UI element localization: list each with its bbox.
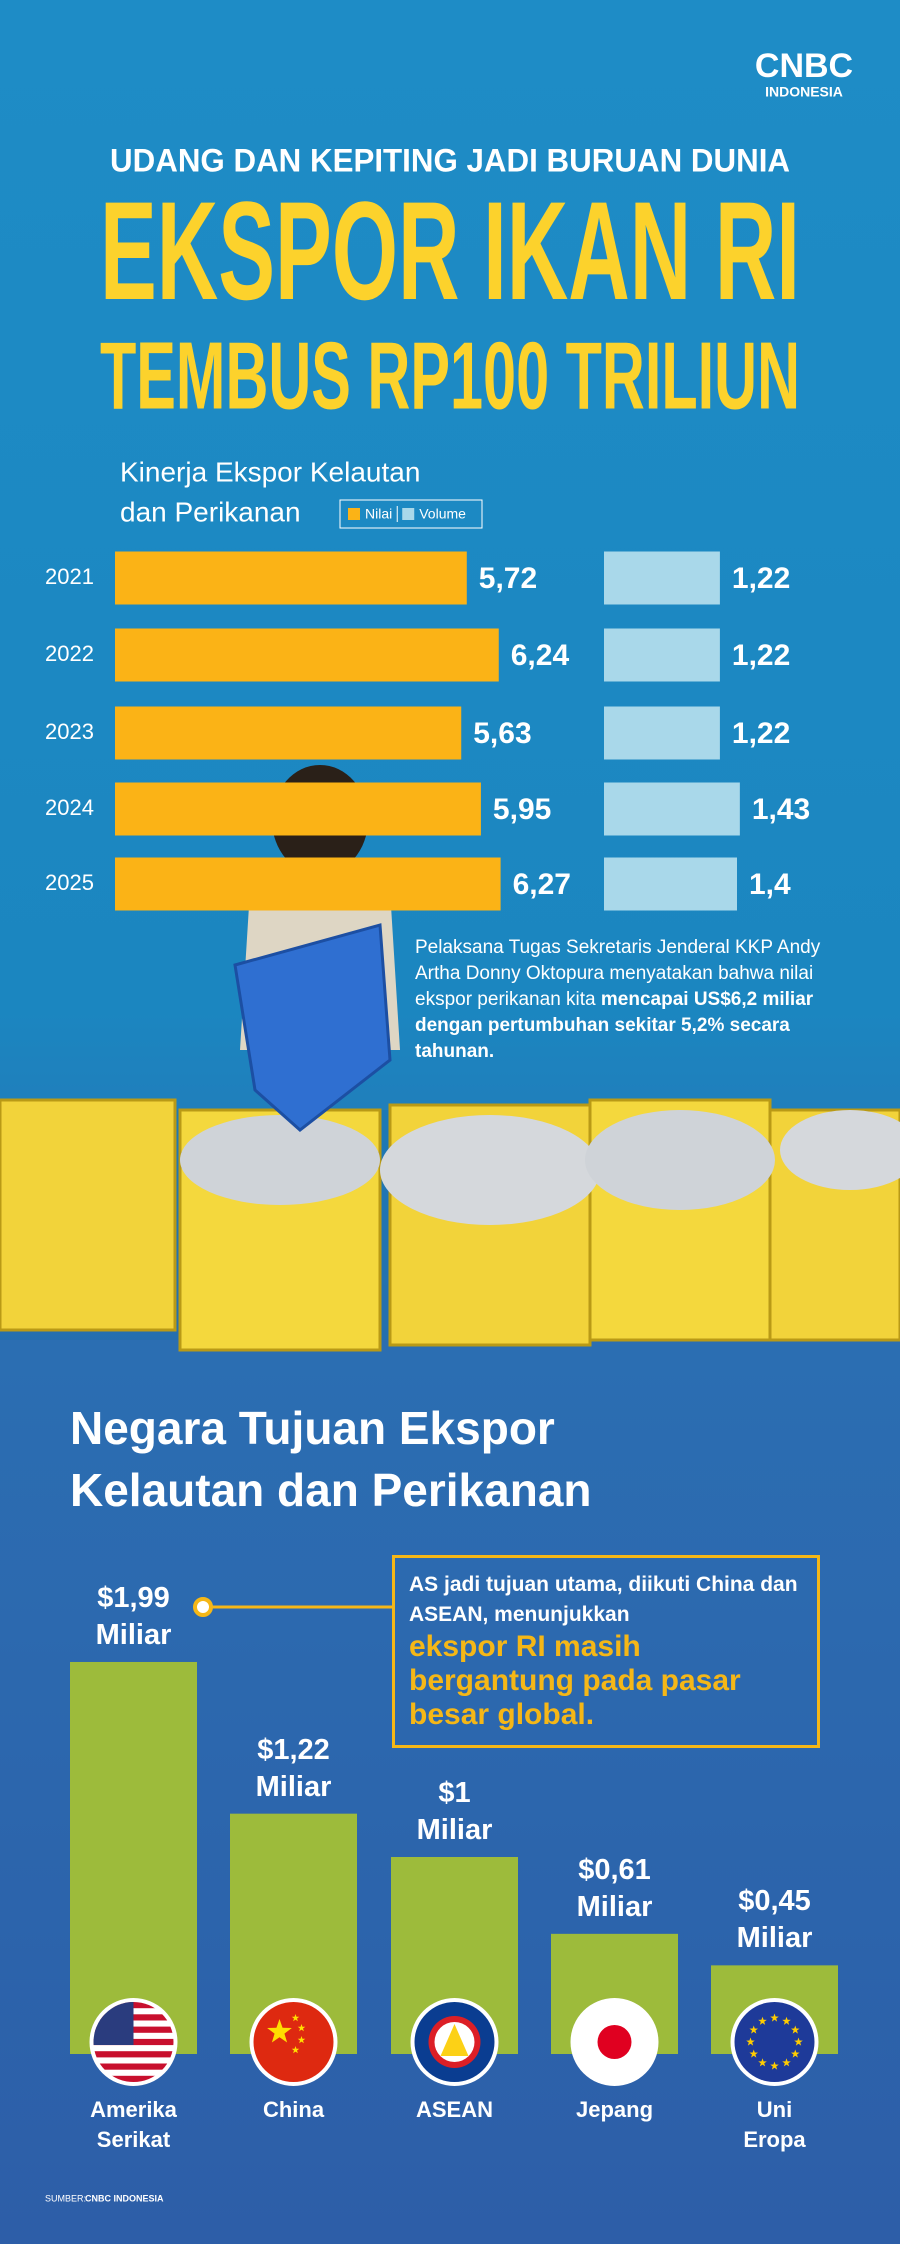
brand-sub: INDONESIA — [765, 84, 843, 100]
flag-star — [297, 2024, 306, 2032]
flag-star — [782, 2016, 791, 2025]
chart-title: Kinerja Ekspor Kelautan — [120, 456, 420, 487]
flag-star — [791, 2025, 800, 2034]
flag-icon — [89, 1998, 178, 2086]
brand-logo: CNBC — [755, 47, 853, 85]
flag-star — [791, 2049, 800, 2058]
flag-star — [770, 2013, 779, 2022]
flag-star — [297, 2036, 306, 2044]
value-label: 1,22 — [732, 639, 790, 672]
flag-part — [93, 2063, 174, 2070]
value-label: 6,27 — [513, 868, 571, 901]
value-label: 5,63 — [473, 717, 531, 750]
x-tick-label: Jepang — [575, 2097, 654, 2122]
flag-star — [782, 2058, 791, 2067]
bar — [70, 1661, 197, 2054]
flag-part — [597, 2025, 632, 2059]
flag-star — [770, 2061, 779, 2070]
value-label: $0,45 Miliar — [736, 1885, 813, 1955]
flag-icon — [730, 1998, 819, 2086]
flag-part — [93, 2075, 174, 2082]
bar — [604, 782, 740, 836]
chart-title: Kelautan dan Perikanan — [70, 1464, 592, 1516]
value-label: $0,61 Miliar — [576, 1853, 653, 1923]
legend-label: Nilai — [365, 506, 392, 522]
flag-star — [291, 2014, 300, 2022]
flag-body — [414, 2002, 495, 2082]
headline: EKSPOR IKAN RI — [100, 172, 800, 329]
flag-icon — [570, 1998, 659, 2086]
legend-box — [339, 499, 483, 529]
source-label: SUMBER: — [45, 2193, 86, 2203]
source-name: CNBC INDONESIA — [85, 2193, 164, 2203]
legend-swatch — [348, 508, 360, 520]
connector-dot — [193, 1597, 213, 1617]
legend-label: Volume — [419, 506, 466, 522]
flag-star — [291, 2046, 300, 2054]
bar — [604, 628, 720, 682]
flag-star — [267, 2019, 292, 2043]
x-tick-label: ASEAN — [415, 2097, 493, 2122]
paragraph: Pelaksana Tugas Sekretaris Jenderal KKP … — [415, 935, 860, 1065]
x-tick-label: Uni Eropa — [743, 2097, 806, 2152]
value-label: 1,22 — [732, 562, 790, 595]
bar — [604, 857, 737, 911]
y-tick-label: 2023 — [45, 719, 94, 744]
flag-star — [758, 2016, 767, 2025]
y-tick-label: 2025 — [45, 870, 94, 895]
flag-part — [93, 2051, 174, 2058]
kicker: UDANG DAN KEPITING JADI BURUAN DUNIA — [110, 142, 790, 178]
chart-title: Negara Tujuan Ekspor — [70, 1402, 555, 1454]
value-label: 5,95 — [493, 793, 551, 826]
flag-body — [93, 2002, 174, 2082]
value-label: 5,72 — [479, 562, 537, 595]
value-label: 6,24 — [511, 639, 570, 672]
value-label: $1 Miliar — [416, 1777, 493, 1846]
flag-star — [746, 2037, 755, 2046]
chart-title: dan Perikanan — [120, 496, 301, 527]
flag-star — [749, 2049, 758, 2058]
bar — [115, 782, 481, 836]
flag-part — [440, 2024, 469, 2056]
flag-star — [749, 2025, 758, 2034]
bar — [115, 628, 499, 682]
flag-icon — [249, 1998, 338, 2086]
flag-body — [734, 2002, 815, 2082]
legend-swatch — [402, 508, 415, 520]
y-tick-label: 2021 — [45, 564, 94, 589]
paragraph-bold: mencapai US$6,2 miliar dengan pertumbuha… — [415, 989, 814, 1062]
paragraph-text: Pelaksana Tugas Sekretaris Jenderal KKP … — [415, 937, 821, 1010]
flag-part — [253, 2002, 334, 2082]
value-label: $1,99 Miliar — [95, 1581, 172, 1651]
value-label: 1,22 — [732, 717, 790, 750]
headline: TEMBUS RP100 TRILIUN — [100, 322, 800, 429]
bar — [115, 857, 501, 911]
flag-body — [253, 2002, 334, 2082]
flag-icon — [410, 1998, 499, 2086]
x-tick-label: Amerika Serikat — [90, 2097, 177, 2152]
callout-highlight: ekspor RI masih bergantung pada pasar be… — [409, 1630, 741, 1731]
photo — [0, 765, 900, 1352]
value-label: $1,22 Miliar — [255, 1733, 332, 1803]
flag-star — [794, 2037, 803, 2046]
bar — [604, 551, 720, 605]
bar — [604, 706, 720, 760]
flag-star — [758, 2058, 767, 2067]
y-tick-label: 2024 — [45, 795, 94, 820]
value-label: 1,4 — [749, 868, 791, 901]
callout: AS jadi tujuan utama, diikuti China dan … — [392, 1555, 820, 1748]
flag-body — [574, 2002, 655, 2082]
bar — [115, 706, 462, 760]
x-tick-label: China — [262, 2097, 325, 2122]
y-tick-label: 2022 — [45, 641, 94, 666]
callout-text: AS jadi tujuan utama, diikuti China dan … — [409, 1573, 798, 1626]
value-label: 1,43 — [752, 793, 810, 826]
bar — [115, 551, 467, 605]
